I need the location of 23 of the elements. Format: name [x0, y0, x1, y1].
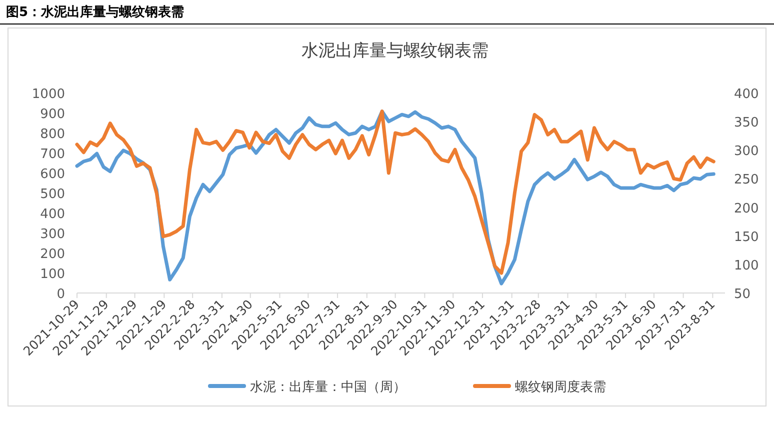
y-tick-label: 0 [56, 287, 65, 302]
y2-tick-label: 350 [734, 116, 759, 131]
y2-tick-label: 150 [734, 230, 759, 245]
y2-tick-label: 250 [734, 172, 759, 188]
caption: 图5：水泥出库量与螺纹钢表需 [6, 4, 184, 20]
y-tick-label: 800 [40, 127, 65, 142]
y-tick-label: 200 [40, 247, 65, 262]
y-tick-label: 1000 [32, 87, 65, 102]
y2-tick-label: 400 [734, 87, 759, 102]
y-tick-label: 700 [40, 147, 65, 162]
legend-label: 水泥：出库量：中国（周） [250, 380, 406, 395]
y-tick-label: 100 [40, 267, 65, 282]
y2-tick-label: 200 [734, 201, 759, 216]
y-tick-label: 300 [40, 227, 65, 242]
legend-label: 螺纹钢周度表需 [515, 379, 606, 395]
y2-tick-label: 50 [734, 287, 751, 302]
y2-tick-label: 100 [734, 258, 759, 274]
y2-tick-label: 300 [734, 144, 759, 160]
y-tick-label: 600 [40, 167, 65, 182]
chart-title: 水泥出库量与螺纹钢表需 [302, 41, 488, 61]
y-tick-label: 500 [40, 187, 65, 202]
y-tick-label: 900 [40, 107, 65, 122]
y-tick-label: 400 [40, 207, 65, 222]
